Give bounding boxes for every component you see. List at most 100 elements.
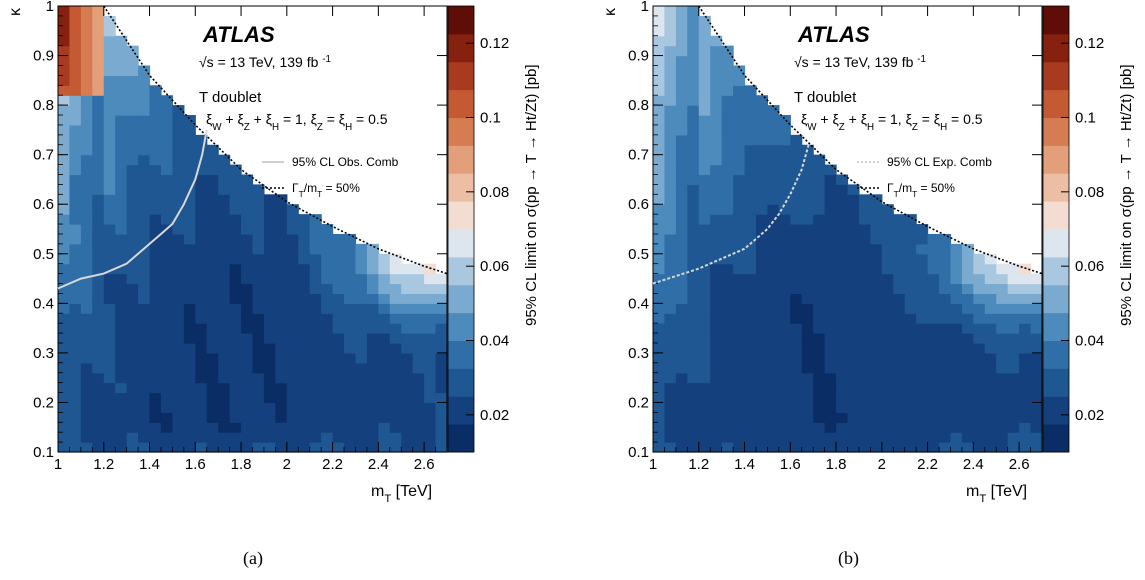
heatmap-cell xyxy=(858,362,871,374)
heatmap-cell xyxy=(755,402,769,413)
heatmap-cell xyxy=(149,105,162,116)
heatmap-cell xyxy=(160,362,174,374)
heatmap-cell xyxy=(653,164,666,176)
heatmap-cell xyxy=(904,224,917,235)
heatmap-cell xyxy=(183,174,196,185)
heatmap-cell xyxy=(801,214,814,225)
heatmap-cell xyxy=(69,65,82,76)
heatmap-cell xyxy=(172,442,185,453)
heatmap-cell xyxy=(698,115,711,126)
heatmap-cell xyxy=(172,164,185,176)
heatmap-cell xyxy=(767,194,780,205)
colorbar-segment xyxy=(448,368,474,397)
heatmap-cell xyxy=(183,144,196,156)
heatmap-cell xyxy=(138,214,151,225)
heatmap-cell xyxy=(893,283,906,295)
heatmap-cell xyxy=(241,313,254,324)
heatmap-cell xyxy=(115,372,128,384)
heatmap-cell xyxy=(904,313,917,324)
heatmap-cell xyxy=(858,233,871,245)
heatmap-cell xyxy=(344,412,357,423)
heatmap-cell xyxy=(92,422,105,433)
heatmap-cell xyxy=(218,214,231,225)
heatmap-cell xyxy=(69,323,82,334)
heatmap-cell xyxy=(870,323,883,334)
heatmap-cell xyxy=(755,204,769,215)
heatmap-cell xyxy=(69,25,82,37)
heatmap-cell xyxy=(424,313,437,324)
heatmap-cell xyxy=(412,382,425,394)
heatmap-cell xyxy=(138,184,151,195)
heatmap-cell xyxy=(92,75,105,86)
heatmap-cell xyxy=(103,55,116,67)
heatmap-cell xyxy=(767,243,780,255)
heatmap-cell xyxy=(767,224,780,235)
heatmap-cell xyxy=(126,293,139,304)
heatmap-cell xyxy=(858,263,871,275)
heatmap-cell xyxy=(344,432,357,443)
heatmap-cell xyxy=(904,362,917,374)
heatmap-cell xyxy=(721,243,734,255)
colorbar-segment xyxy=(1043,145,1069,174)
heatmap-cell xyxy=(824,402,837,413)
heatmap-cell xyxy=(767,392,780,404)
heatmap-cell xyxy=(790,313,803,324)
heatmap-cell xyxy=(183,263,196,275)
heatmap-cell xyxy=(275,323,288,334)
heatmap-cell xyxy=(824,204,837,215)
heatmap-cell xyxy=(366,303,379,314)
heatmap-cell xyxy=(263,283,276,295)
heatmap-cell xyxy=(218,224,231,235)
heatmap-cell xyxy=(653,293,666,304)
heatmap-cell xyxy=(881,273,894,285)
heatmap-cell xyxy=(58,105,71,116)
heatmap-cell xyxy=(58,174,71,185)
heatmap-cell xyxy=(321,362,334,374)
heatmap-cell xyxy=(961,372,974,384)
heatmap-cell xyxy=(1030,273,1043,285)
heatmap-cell xyxy=(721,333,734,344)
heatmap-cell xyxy=(206,243,219,255)
heatmap-cell xyxy=(229,392,242,404)
heatmap-cell xyxy=(653,442,666,453)
heatmap-cell xyxy=(973,293,986,304)
heatmap-cell xyxy=(687,243,700,255)
heatmap-cell xyxy=(721,422,734,433)
heatmap-cell xyxy=(893,263,906,275)
heatmap-cell xyxy=(710,55,723,67)
heatmap-cell xyxy=(126,95,139,106)
heatmap-cell xyxy=(653,95,666,106)
heatmap-cell xyxy=(103,412,116,423)
heatmap-cell xyxy=(160,253,174,265)
heatmap-cell xyxy=(836,224,849,235)
heatmap-cell xyxy=(881,293,894,304)
heatmap-cell xyxy=(355,422,368,433)
heatmap-cell xyxy=(744,184,757,195)
heatmap-cell xyxy=(653,134,666,146)
heatmap-cell xyxy=(755,224,769,235)
heatmap-cell xyxy=(813,283,826,295)
heatmap-cell xyxy=(698,124,711,136)
heatmap-cell xyxy=(412,412,425,423)
colorbar-segment xyxy=(448,312,474,341)
heatmap-cell xyxy=(916,372,929,384)
heatmap-cell xyxy=(355,333,368,344)
heatmap-cell xyxy=(721,382,734,394)
colorbar-segment xyxy=(1043,284,1069,314)
heatmap-cell xyxy=(321,253,334,265)
heatmap-cell xyxy=(286,392,299,404)
heatmap-cell xyxy=(653,194,666,205)
x-tick-label: 1.6 xyxy=(780,456,801,473)
heatmap-cell xyxy=(916,293,929,304)
heatmap-cell xyxy=(698,65,711,76)
heatmap-cell xyxy=(675,442,688,453)
legend-contour-label: 95% CL Exp. Comb xyxy=(887,155,992,169)
heatmap-cell xyxy=(172,402,185,413)
heatmap-cell xyxy=(160,283,174,295)
y-tick-label: 0.6 xyxy=(33,196,54,213)
coupling-label: ξW + ξZ + ξH = 1, ξZ = ξH = 0.5 xyxy=(801,111,983,133)
heatmap-cell xyxy=(881,412,894,423)
heatmap-cell xyxy=(160,323,174,334)
x-tick-label: 1.6 xyxy=(185,456,206,473)
heatmap-cell xyxy=(858,283,871,295)
